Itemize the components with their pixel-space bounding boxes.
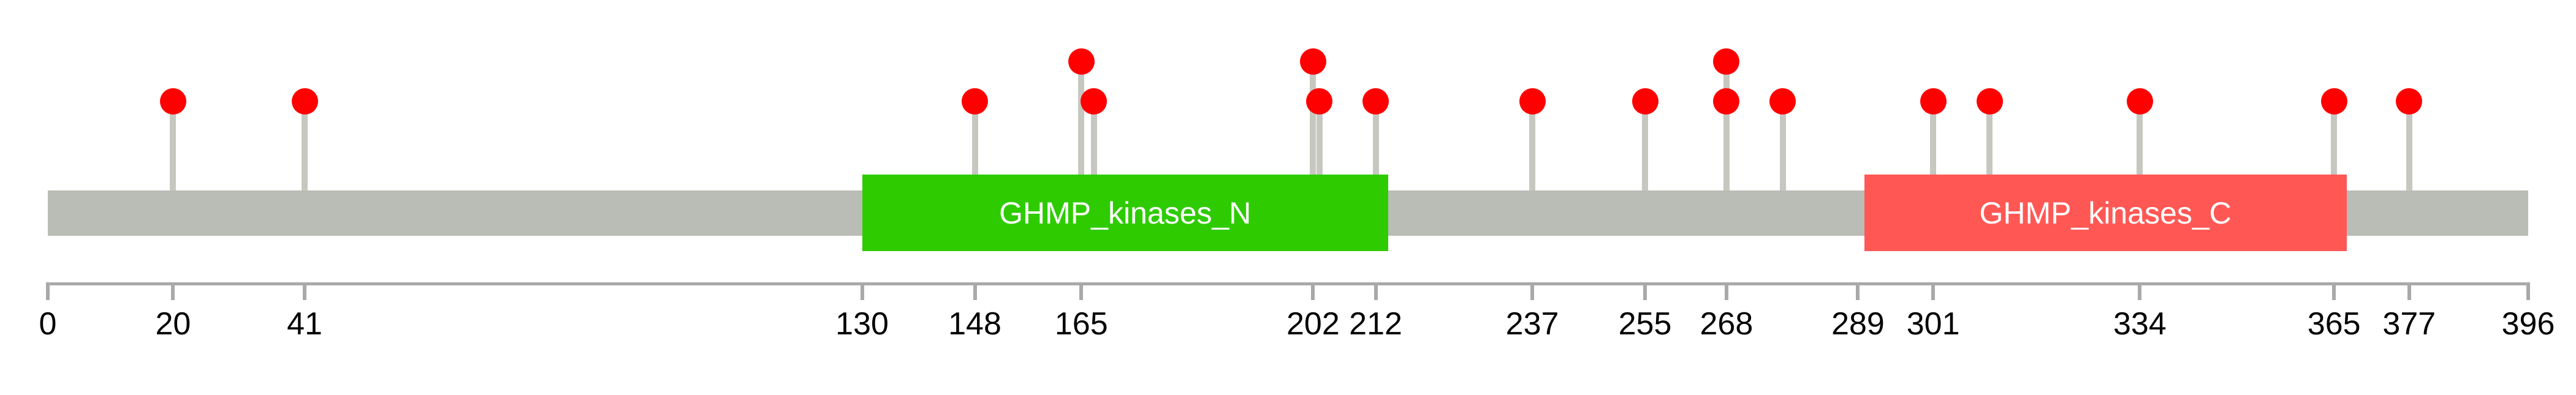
axis-tick: [973, 282, 977, 300]
axis-tick-label: 20: [155, 306, 191, 342]
domain-label: GHMP_kinases_N: [999, 195, 1252, 230]
mutation-marker: [2396, 88, 2423, 115]
mutation-stick: [1642, 101, 1649, 209]
axis-tick: [2332, 282, 2336, 300]
axis-tick-label: 396: [2501, 306, 2555, 342]
axis-tick-label: 301: [1906, 306, 1960, 342]
mutation-stick: [971, 101, 978, 209]
axis-tick-label: 148: [948, 306, 1001, 342]
mutation-marker: [2126, 88, 2153, 115]
axis-tick: [1373, 282, 1378, 300]
mutation-stick: [1310, 61, 1316, 209]
axis-tick: [1311, 282, 1315, 300]
mutation-marker: [1632, 88, 1658, 115]
mutation-marker: [1713, 88, 1740, 115]
mutation-marker: [1081, 88, 1108, 115]
domain-label: GHMP_kinases_C: [1979, 195, 2232, 230]
mutation-stick: [1779, 101, 1786, 209]
axis-tick: [1856, 282, 1860, 300]
mutation-marker: [1068, 48, 1095, 75]
mutation-marker: [1519, 88, 1546, 115]
axis-tick: [171, 282, 175, 300]
axis-tick-label: 41: [287, 306, 322, 342]
axis-tick: [1643, 282, 1647, 300]
axis-tick: [860, 282, 864, 300]
axis-tick: [303, 282, 306, 300]
axis-tick-label: 212: [1349, 306, 1402, 342]
axis-tick: [46, 282, 50, 300]
mutation-stick: [1723, 101, 1730, 209]
mutation-stick: [1986, 101, 1993, 209]
axis-tick-label: 165: [1054, 306, 1108, 342]
axis-tick: [1079, 282, 1084, 300]
mutation-stick: [302, 101, 308, 209]
mutation-marker: [159, 88, 186, 115]
mutation-stick: [1090, 101, 1097, 209]
axis-line: [46, 282, 2530, 285]
mutation-stick: [1529, 101, 1536, 209]
mutation-stick: [2137, 101, 2143, 209]
mutation-marker: [1306, 88, 1333, 115]
axis-tick-label: 255: [1618, 306, 1672, 342]
mutation-marker: [291, 88, 318, 115]
mutation-marker: [962, 88, 988, 115]
mutation-stick: [1372, 101, 1379, 209]
axis-tick: [2526, 282, 2530, 300]
axis-tick: [1530, 282, 1535, 300]
axis-tick-label: 289: [1831, 306, 1885, 342]
mutation-marker: [2320, 88, 2347, 115]
mutation-marker: [1976, 88, 2003, 115]
axis-tick-label: 130: [835, 306, 889, 342]
axis-tick-label: 377: [2382, 306, 2436, 342]
mutation-marker: [1713, 48, 1740, 75]
mutation-stick: [170, 101, 177, 209]
mutation-marker: [1769, 88, 1796, 115]
domain-box-GHMP_kinases_C: GHMP_kinases_C: [1864, 175, 2347, 251]
axis-tick-label: 365: [2307, 306, 2361, 342]
axis-tick: [2138, 282, 2142, 300]
domain-box-GHMP_kinases_N: GHMP_kinases_N: [862, 175, 1388, 251]
axis-tick-label: 0: [39, 306, 57, 342]
mutation-marker: [1920, 88, 1947, 115]
mutation-stick: [2331, 101, 2338, 209]
axis-tick-label: 268: [1700, 306, 1753, 342]
mutation-marker: [1362, 88, 1389, 115]
mutation-marker: [1299, 48, 1326, 75]
mutation-stick: [1930, 101, 1937, 209]
mutation-stick: [1078, 61, 1085, 209]
axis-tick: [1724, 282, 1728, 300]
mutation-stick: [2406, 101, 2412, 209]
mutation-stick: [1316, 101, 1323, 209]
axis-tick: [1931, 282, 1936, 300]
axis-tick-label: 202: [1286, 306, 1340, 342]
axis-tick-label: 334: [2113, 306, 2167, 342]
axis-tick: [2407, 282, 2411, 300]
axis-tick-label: 237: [1505, 306, 1559, 342]
